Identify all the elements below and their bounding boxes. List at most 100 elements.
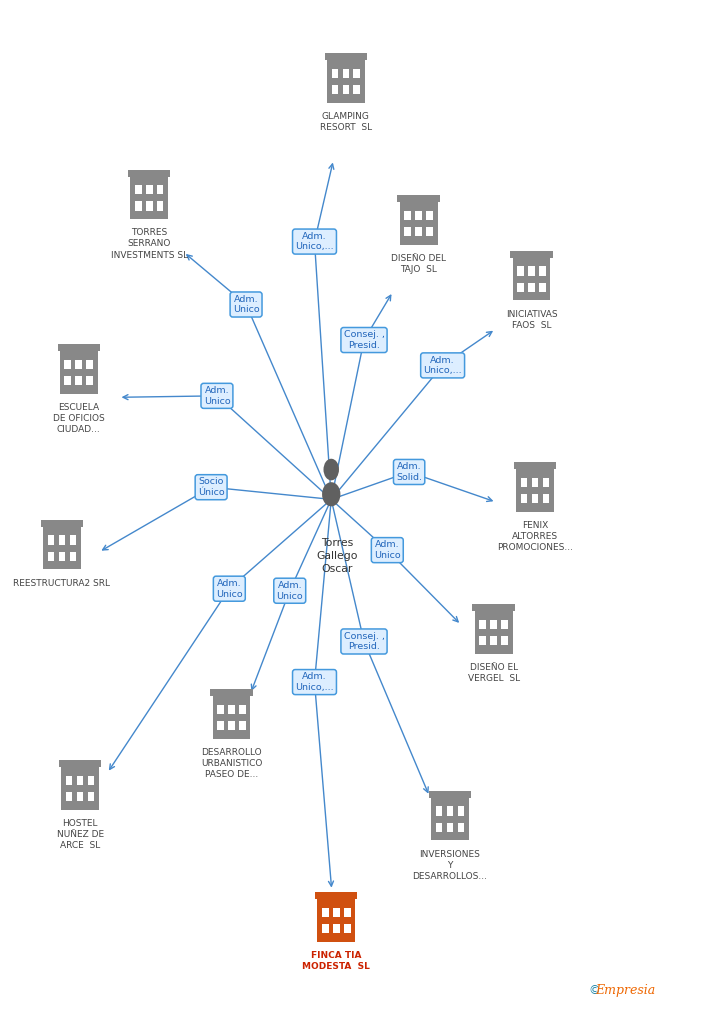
Bar bbox=[240, 704, 246, 715]
Bar bbox=[43, 527, 81, 569]
Bar bbox=[77, 792, 83, 802]
Bar bbox=[502, 619, 508, 629]
Bar bbox=[354, 85, 360, 94]
Bar bbox=[400, 202, 438, 245]
Bar bbox=[58, 536, 66, 544]
Text: DISEÑO EL
VERGEL  SL: DISEÑO EL VERGEL SL bbox=[467, 663, 520, 683]
Bar bbox=[543, 494, 550, 503]
Bar bbox=[513, 258, 550, 300]
Bar bbox=[475, 611, 513, 654]
Bar bbox=[65, 360, 71, 369]
Text: Torres
Gallego
Oscar: Torres Gallego Oscar bbox=[316, 538, 358, 573]
Bar bbox=[431, 798, 469, 840]
Bar bbox=[135, 202, 142, 211]
Text: TORRES
SERRANO
INVESTMENTS SL: TORRES SERRANO INVESTMENTS SL bbox=[111, 228, 188, 260]
Bar bbox=[317, 899, 355, 942]
Bar bbox=[529, 267, 534, 276]
Bar bbox=[70, 552, 76, 560]
Bar bbox=[327, 60, 365, 103]
Bar bbox=[447, 822, 454, 832]
Bar bbox=[531, 478, 539, 487]
Bar bbox=[333, 907, 340, 918]
Bar bbox=[480, 619, 486, 629]
Bar bbox=[65, 377, 71, 386]
Bar bbox=[322, 924, 329, 934]
Bar bbox=[70, 536, 76, 544]
Bar bbox=[157, 186, 163, 195]
Bar bbox=[539, 267, 546, 276]
Bar bbox=[521, 494, 528, 503]
Bar bbox=[543, 478, 550, 487]
Text: ©: © bbox=[589, 984, 601, 997]
Bar bbox=[322, 907, 329, 918]
Text: Adm.
Unico,...: Adm. Unico,... bbox=[423, 355, 462, 376]
Bar bbox=[514, 462, 556, 469]
Text: INVERSIONES
Y
DESARROLLOS...: INVERSIONES Y DESARROLLOS... bbox=[412, 850, 488, 881]
Bar bbox=[217, 704, 224, 715]
Bar bbox=[415, 211, 422, 220]
Bar bbox=[41, 520, 83, 527]
Bar bbox=[516, 469, 554, 512]
Bar bbox=[415, 227, 422, 236]
Bar bbox=[59, 760, 101, 767]
Bar bbox=[539, 283, 546, 292]
Bar bbox=[146, 186, 153, 195]
Bar bbox=[76, 360, 82, 369]
Text: Adm.
Unico: Adm. Unico bbox=[216, 579, 242, 599]
Text: Consej. ,
Presid.: Consej. , Presid. bbox=[344, 330, 384, 350]
Text: Empresia: Empresia bbox=[595, 984, 655, 997]
Bar bbox=[87, 360, 93, 369]
Bar bbox=[240, 721, 246, 731]
Bar bbox=[344, 907, 351, 918]
Bar bbox=[518, 267, 524, 276]
Text: Adm.
Unico: Adm. Unico bbox=[374, 540, 400, 560]
Text: FINCA TIA
MODESTA  SL: FINCA TIA MODESTA SL bbox=[302, 951, 371, 971]
Bar bbox=[529, 283, 534, 292]
Bar bbox=[518, 283, 524, 292]
Bar bbox=[344, 924, 351, 934]
Bar bbox=[66, 792, 72, 802]
Bar bbox=[66, 775, 72, 786]
Bar bbox=[354, 69, 360, 78]
Text: Adm.
Unico: Adm. Unico bbox=[204, 386, 230, 406]
Bar bbox=[87, 377, 93, 386]
Bar bbox=[146, 202, 153, 211]
Bar bbox=[427, 211, 433, 220]
Text: REESTRUCTURA2 SRL: REESTRUCTURA2 SRL bbox=[13, 579, 111, 588]
Text: ESCUELA
DE OFICIOS
CIUDAD...: ESCUELA DE OFICIOS CIUDAD... bbox=[52, 403, 105, 434]
Bar bbox=[405, 227, 411, 236]
Text: INICIATIVAS
FAOS  SL: INICIATIVAS FAOS SL bbox=[506, 310, 557, 330]
Bar bbox=[521, 478, 528, 487]
Bar bbox=[332, 85, 338, 94]
Bar bbox=[333, 924, 340, 934]
Ellipse shape bbox=[322, 482, 341, 506]
Bar bbox=[76, 377, 82, 386]
Bar bbox=[48, 552, 55, 560]
Text: Adm.
Unico: Adm. Unico bbox=[233, 294, 259, 315]
Bar bbox=[397, 195, 440, 202]
Bar bbox=[315, 892, 357, 899]
Bar bbox=[427, 227, 433, 236]
Bar bbox=[405, 211, 411, 220]
Bar bbox=[458, 806, 464, 816]
Bar bbox=[325, 53, 367, 60]
Text: GLAMPING
RESORT  SL: GLAMPING RESORT SL bbox=[320, 112, 372, 132]
Bar bbox=[480, 635, 486, 646]
Bar bbox=[472, 604, 515, 611]
Bar bbox=[447, 806, 454, 816]
Text: DESARROLLO
URBANISTICO
PASEO DE...: DESARROLLO URBANISTICO PASEO DE... bbox=[201, 748, 262, 780]
Bar bbox=[128, 170, 170, 177]
Bar bbox=[491, 619, 497, 629]
Text: Socio
Único: Socio Único bbox=[198, 477, 224, 497]
Bar bbox=[217, 721, 224, 731]
Bar bbox=[531, 494, 539, 503]
Bar bbox=[130, 177, 168, 219]
Bar bbox=[210, 689, 253, 696]
Bar bbox=[343, 85, 349, 94]
Bar bbox=[48, 536, 55, 544]
Bar bbox=[332, 69, 338, 78]
Bar bbox=[343, 69, 349, 78]
Bar bbox=[213, 696, 250, 739]
Bar bbox=[60, 351, 98, 394]
Bar bbox=[229, 721, 234, 731]
